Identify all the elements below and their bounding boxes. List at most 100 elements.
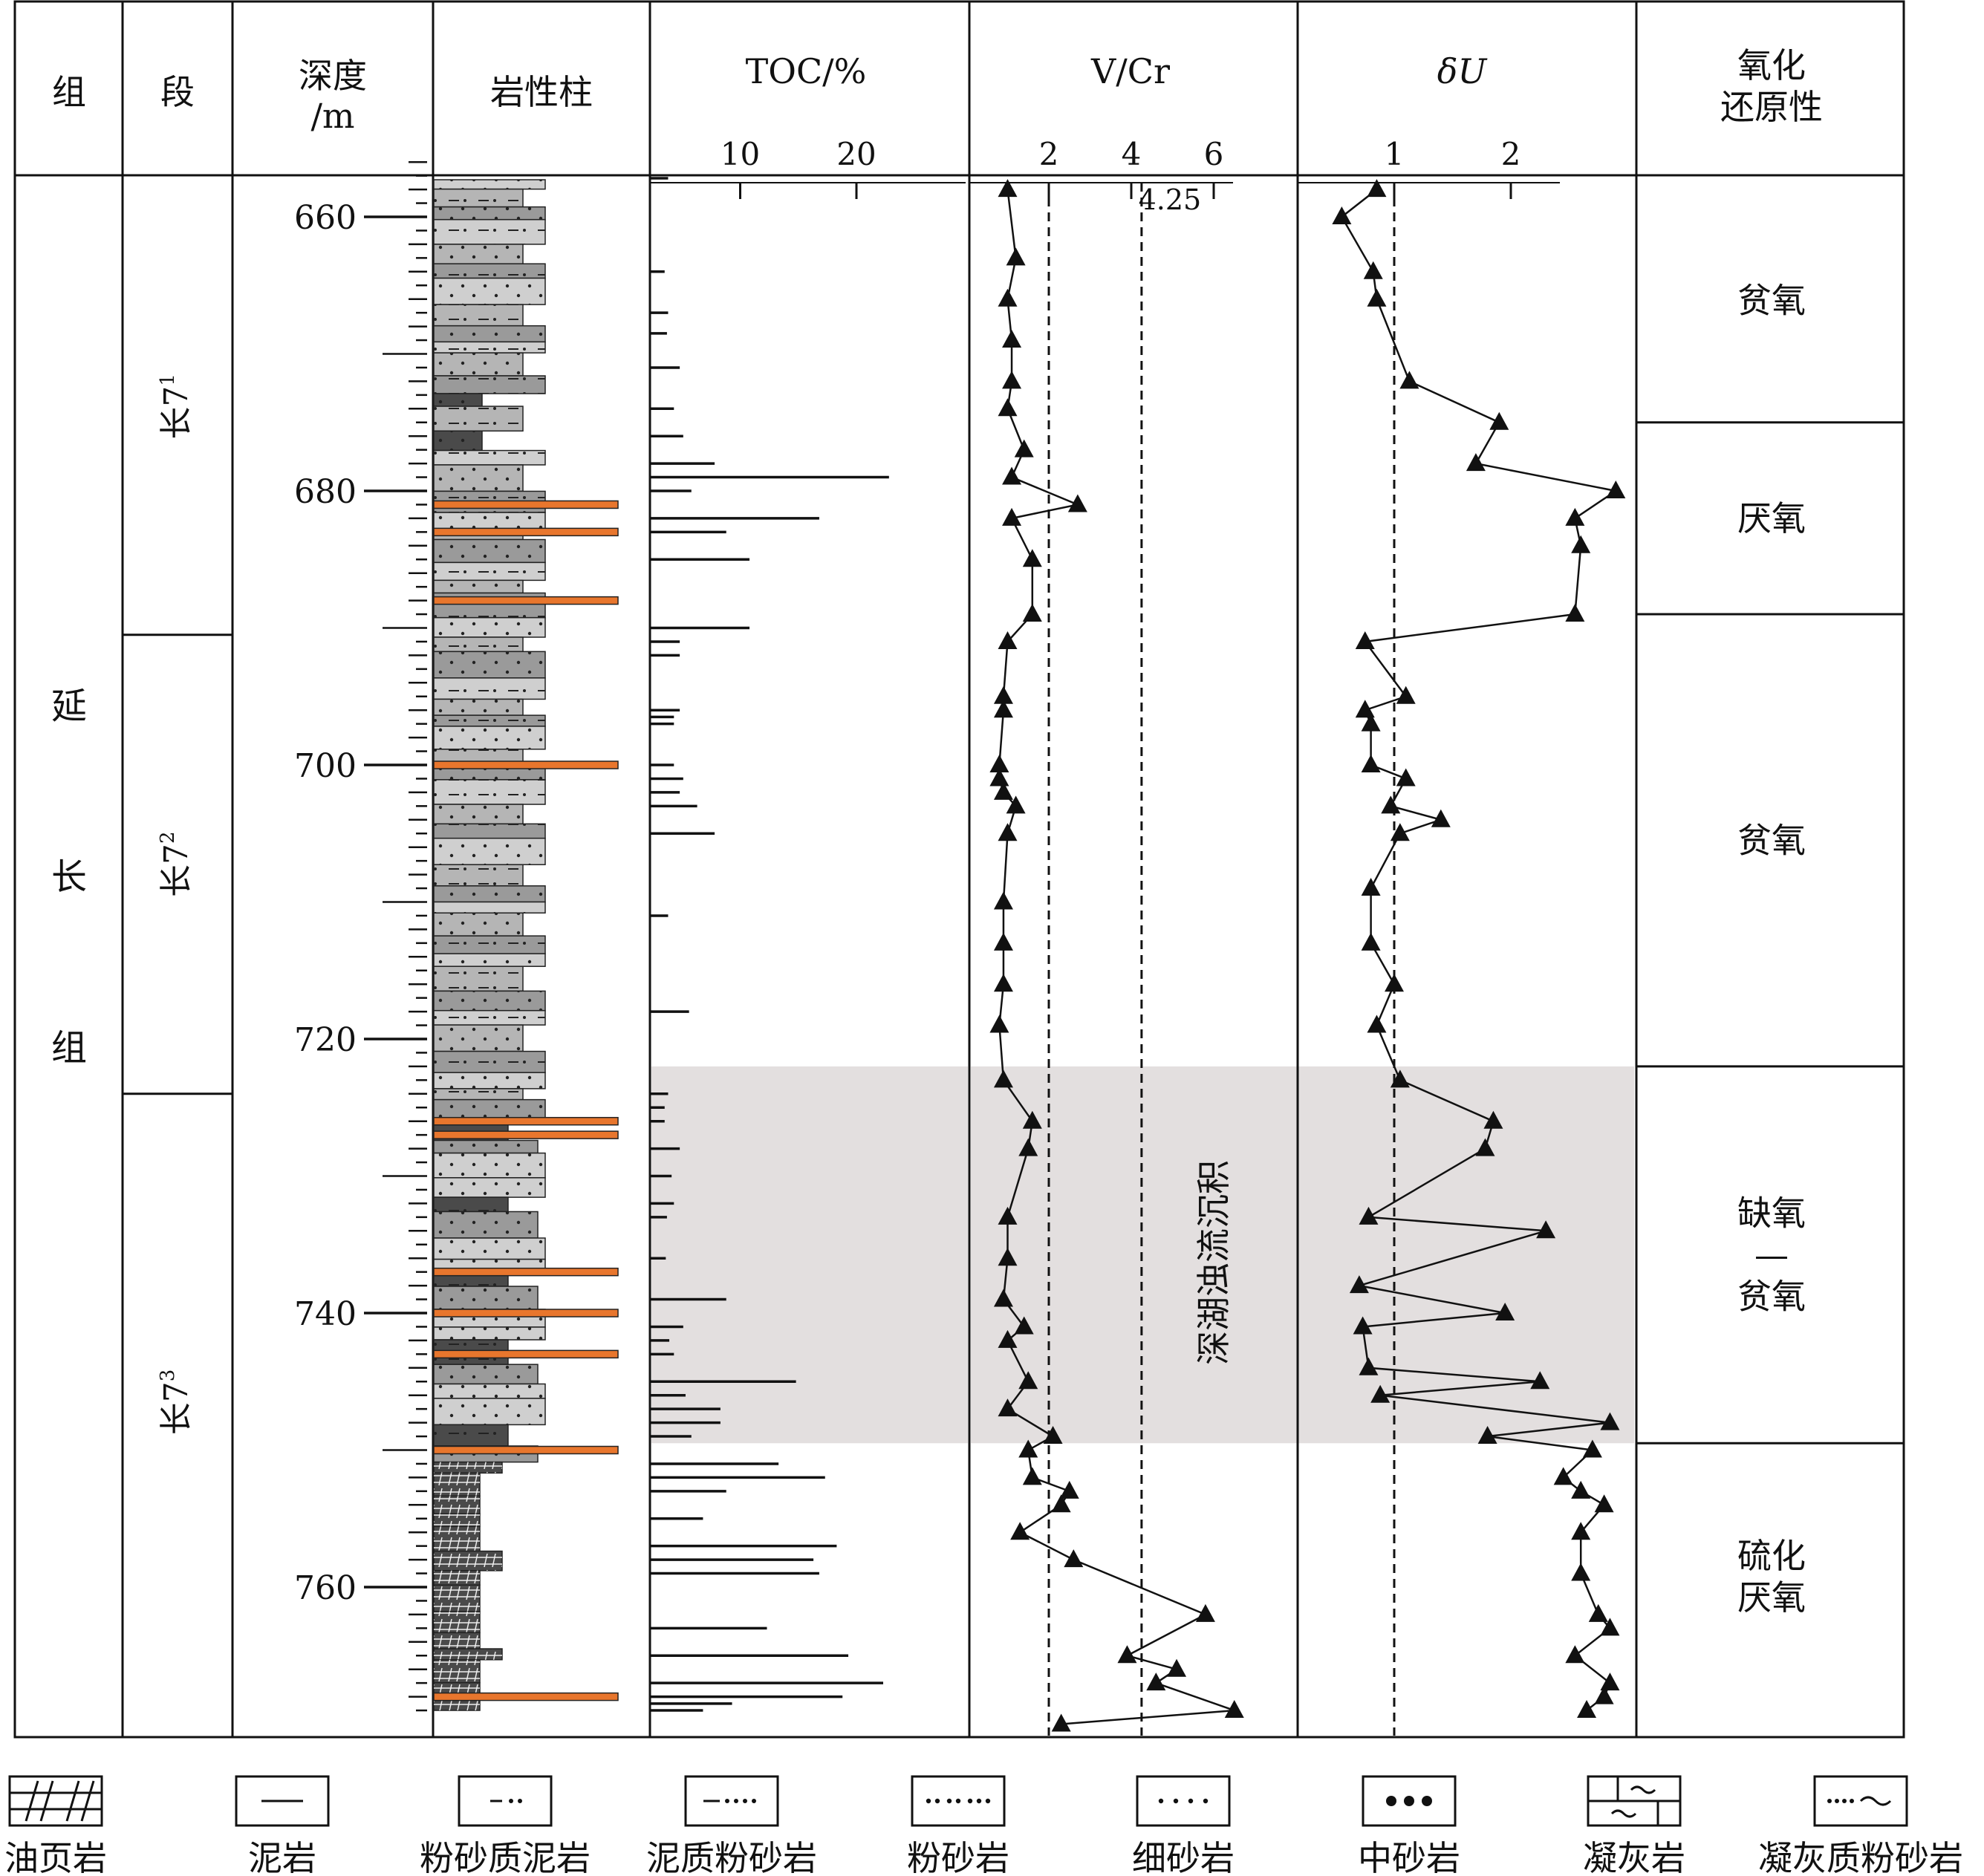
vcr-point (989, 1014, 1009, 1033)
legend-swatch (458, 1775, 553, 1827)
header-redox: 氧化 (1737, 45, 1806, 85)
lithology-bed-pattern (434, 1700, 480, 1711)
lithology-bed-pattern (434, 1051, 545, 1073)
legend-mark (934, 1798, 940, 1804)
du-point (1390, 823, 1410, 841)
vcr-point (993, 700, 1013, 718)
vcr-point (1059, 1480, 1079, 1499)
depth-tick-label: 680 (294, 473, 357, 511)
vcr-point (1117, 1645, 1137, 1664)
lithology-bed-pattern (434, 864, 523, 886)
tuff-layer (433, 1445, 619, 1455)
turbidite-shaded-band-vcr (651, 1066, 968, 1444)
du-point (1571, 1522, 1591, 1540)
lithology-bed-pattern (434, 824, 545, 838)
legend-mark (752, 1799, 756, 1803)
du-point (1396, 685, 1416, 704)
du-point (1431, 809, 1451, 827)
legend-mark (1422, 1796, 1432, 1806)
legend-mark (80, 1780, 95, 1822)
du-point (1399, 371, 1419, 389)
lithology-bed-pattern (434, 304, 523, 326)
legend-label: 中砂岩 (1358, 1838, 1460, 1876)
du-point (1489, 411, 1509, 430)
vcr-point (1014, 439, 1034, 457)
lithology-bed-pattern (434, 913, 523, 937)
vcr-point (998, 1398, 1018, 1417)
lithology-bed-pattern (434, 1286, 538, 1309)
lithology-bed-pattern (434, 838, 545, 865)
vcr-point (1018, 1138, 1038, 1156)
lithology-bed-pattern (434, 1088, 523, 1100)
tuff-layer (433, 1349, 619, 1359)
member-column: 长71 长72 长73 (123, 374, 232, 1435)
tuff-layer (433, 500, 619, 509)
lithology-bed-pattern (434, 966, 523, 991)
legend-mark (967, 1798, 973, 1804)
lithology-bed-pattern (434, 1025, 523, 1052)
vcr-point (1006, 247, 1026, 266)
du-point (1571, 535, 1591, 553)
tuff-layer (433, 1309, 619, 1318)
lithology-bed-pattern (434, 1632, 480, 1649)
lithology-bed-pattern (434, 1326, 545, 1340)
vcr-point (998, 1329, 1018, 1348)
vcr-point (998, 631, 1018, 649)
du-point (1355, 631, 1375, 649)
legend-mark (39, 1780, 54, 1822)
du-point (1571, 1563, 1591, 1581)
vcr-plot: 2 4 64.25 (969, 136, 1244, 1736)
vcr-point (1022, 604, 1042, 622)
vcr-point (1002, 466, 1022, 485)
lithology-bed-pattern (434, 1659, 480, 1683)
lithology-bed-pattern (434, 1237, 545, 1260)
du-point (1571, 1480, 1591, 1499)
legend-label: 泥岩 (248, 1838, 316, 1876)
toc-tick-label: 10 (721, 136, 760, 172)
legend-label: 凝灰岩 (1583, 1838, 1685, 1876)
formation-char-2: 长 (51, 856, 87, 898)
lithology-bed-pattern (434, 699, 523, 716)
member-label: 长72 (157, 831, 195, 897)
lithology-bed-pattern (434, 1514, 480, 1527)
vcr-point (1195, 1603, 1215, 1622)
du-point (1565, 1645, 1585, 1664)
vcr-tick-label: 4 (1122, 136, 1142, 172)
lithology-bed-pattern (434, 353, 523, 377)
legend-mark (518, 1799, 522, 1803)
vcr-point (998, 823, 1018, 841)
lithology-bed-pattern (434, 1364, 538, 1384)
lithology-bed-pattern (434, 766, 545, 780)
du-point (1353, 1316, 1373, 1335)
legend-mark (1835, 1799, 1839, 1803)
header-lithology: 岩性柱 (490, 72, 593, 112)
lithology-bed-pattern (434, 376, 545, 394)
lithology-bed-pattern (434, 206, 545, 220)
depth-tick-label: 720 (294, 1021, 357, 1059)
legend-mark (1827, 1799, 1832, 1803)
legend-mark (1173, 1798, 1179, 1804)
vcr-point (993, 1289, 1013, 1307)
du-point (1565, 507, 1585, 526)
tuff-layer (433, 1130, 619, 1139)
legend-mark (1404, 1796, 1414, 1806)
lithology-bed-pattern (434, 617, 545, 637)
du-point (1582, 1439, 1602, 1458)
legend-mark (1842, 1799, 1847, 1803)
lithology-bed-pattern (434, 450, 545, 465)
vcr-point (1067, 494, 1087, 512)
vcr-point (1043, 1426, 1063, 1445)
du-point (1361, 713, 1381, 732)
legend-mark (976, 1798, 982, 1804)
vcr-point (1051, 1494, 1071, 1513)
member-label: 长71 (157, 374, 195, 440)
tuff-layer (433, 1692, 619, 1701)
du-point (1606, 481, 1626, 498)
redox-zone-label: 贫氧 (1737, 280, 1806, 320)
member-label: 长73 (157, 1369, 195, 1436)
vcr-point (993, 974, 1013, 992)
lithology-bed-pattern (434, 278, 545, 305)
lithology-bed-pattern (434, 562, 545, 581)
vcr-point (1006, 795, 1026, 814)
